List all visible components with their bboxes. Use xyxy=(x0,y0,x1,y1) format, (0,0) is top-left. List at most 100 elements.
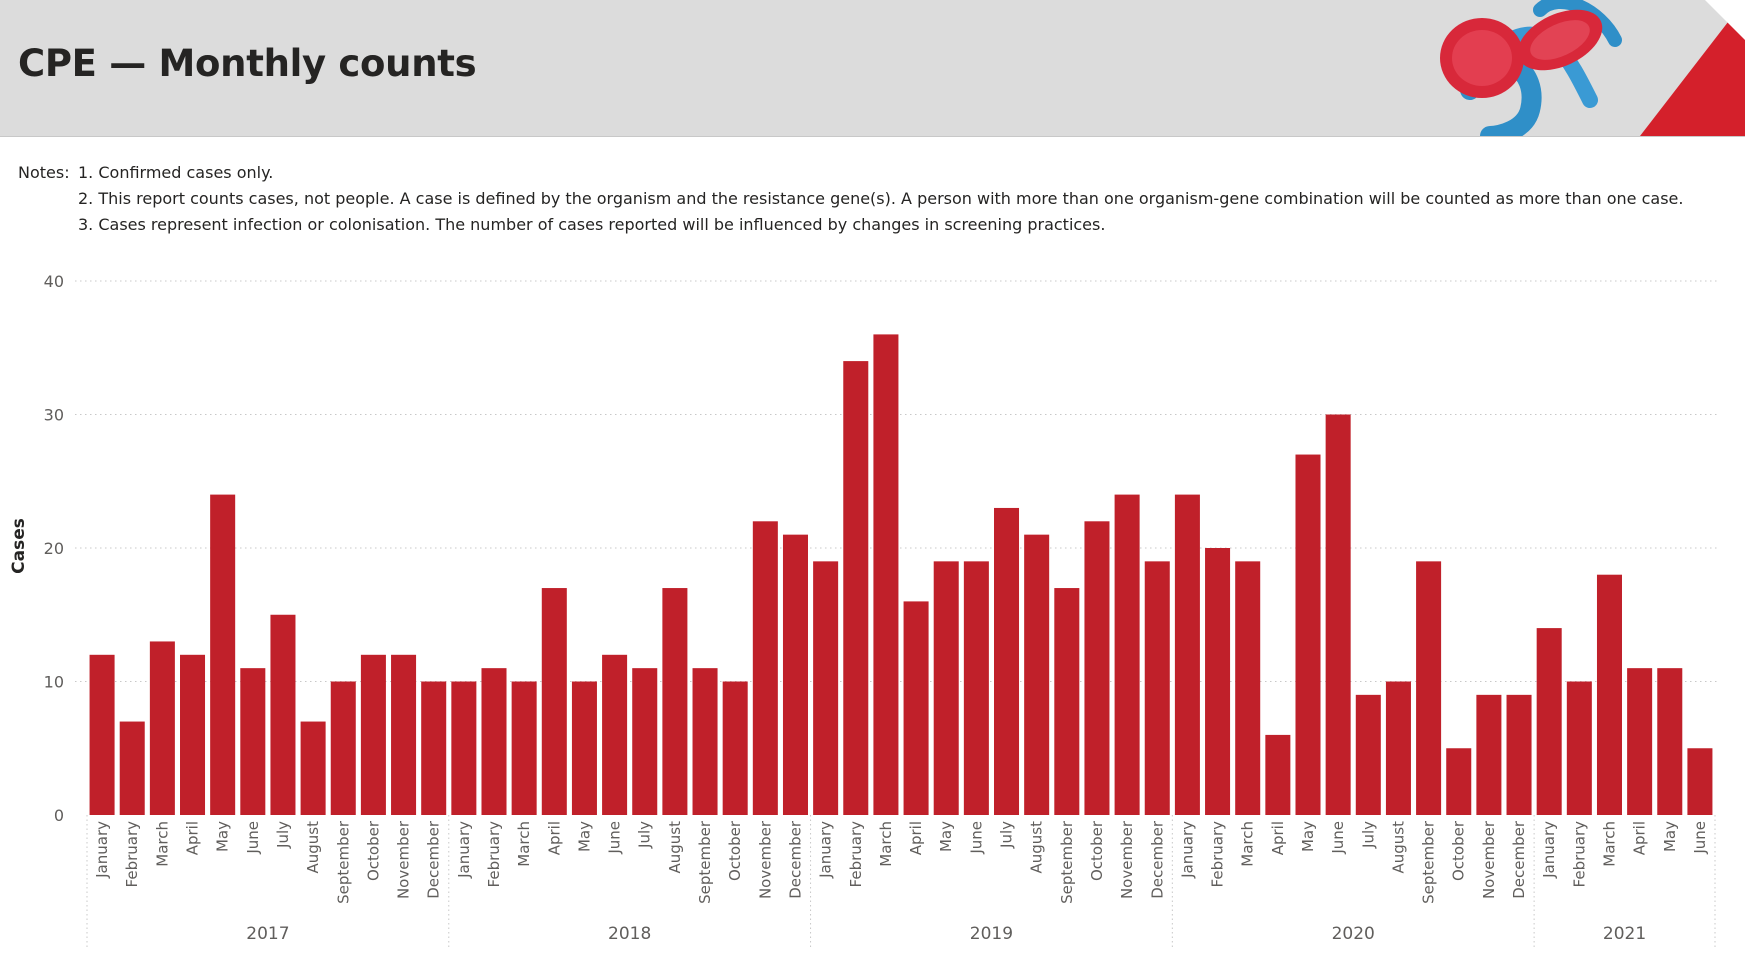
note-item: 2. This report counts cases, not people.… xyxy=(78,189,1684,208)
bar xyxy=(451,681,477,815)
x-tick-label: December xyxy=(1148,820,1166,899)
bar xyxy=(1114,494,1140,815)
x-tick-label: June xyxy=(606,821,624,855)
x-tick-label: June xyxy=(244,821,262,855)
bar xyxy=(722,681,748,815)
x-tick-label: January xyxy=(1540,821,1558,879)
bar xyxy=(1235,561,1261,815)
bar xyxy=(1205,548,1231,815)
monthly-cases-bar-chart: 0 10 20 30 40 January February March April May Jun… xyxy=(44,272,1718,950)
x-tick-label: March xyxy=(877,821,895,867)
x-tick-label: August xyxy=(1028,821,1046,874)
x-tick-label: July xyxy=(998,821,1016,849)
bar xyxy=(300,721,326,815)
bar xyxy=(149,641,175,815)
year-label: 2020 xyxy=(1332,924,1375,944)
bar xyxy=(391,654,417,815)
x-tick-label: May xyxy=(1661,821,1679,852)
bar xyxy=(692,668,718,815)
notes-block: Notes: 1. Confirmed cases only. 2. This … xyxy=(18,160,1683,238)
x-tick-label: May xyxy=(937,821,955,852)
bar xyxy=(119,721,145,815)
notes-label: Notes: xyxy=(18,163,70,182)
bar xyxy=(1024,534,1050,815)
x-tick-label: September xyxy=(334,820,352,904)
bar xyxy=(1295,454,1321,815)
x-tick-label: November xyxy=(1118,820,1136,899)
bar xyxy=(1174,494,1200,815)
x-tick-label: September xyxy=(1058,820,1076,904)
x-tick-label: February xyxy=(1570,821,1588,888)
bar xyxy=(873,334,899,815)
page-title: CPE — Monthly counts xyxy=(18,42,477,85)
bar xyxy=(963,561,989,815)
x-tick-label: July xyxy=(1359,821,1377,849)
x-tick-label: April xyxy=(545,821,563,855)
bar xyxy=(1596,574,1622,815)
x-tick-label: August xyxy=(304,821,322,874)
x-tick-label: October xyxy=(726,820,744,881)
y-tick-label: 10 xyxy=(44,673,64,692)
x-tick-label: June xyxy=(1691,821,1709,855)
x-tick-label: December xyxy=(786,820,804,899)
bar xyxy=(602,654,628,815)
note-item: 3. Cases represent infection or colonisa… xyxy=(78,215,1106,234)
x-tick-label: December xyxy=(425,820,443,899)
x-tick-label: April xyxy=(1269,821,1287,855)
x-tick-label: January xyxy=(93,821,111,879)
bar xyxy=(360,654,386,815)
bar xyxy=(210,494,236,815)
x-tick-label: February xyxy=(123,821,141,888)
bar xyxy=(662,588,688,815)
x-tick-label: December xyxy=(1510,820,1528,899)
bar xyxy=(511,681,537,815)
year-label: 2018 xyxy=(608,924,651,944)
y-tick-label: 20 xyxy=(44,539,64,558)
x-tick-label: February xyxy=(1209,821,1227,888)
bar xyxy=(1687,748,1713,815)
bar xyxy=(1566,681,1592,815)
bar xyxy=(330,681,356,815)
bar xyxy=(1536,628,1562,815)
bar xyxy=(1446,748,1472,815)
report-header: CPE — Monthly counts xyxy=(0,0,1745,137)
x-tick-label: September xyxy=(696,820,714,904)
x-tick-label: January xyxy=(817,821,835,879)
x-tick-label: November xyxy=(1480,820,1498,899)
bar xyxy=(240,668,266,815)
bar xyxy=(1054,588,1080,815)
y-tick-label: 40 xyxy=(44,272,64,291)
bar xyxy=(1476,694,1502,815)
bar xyxy=(1084,521,1110,815)
bar xyxy=(1355,694,1381,815)
x-tick-label: October xyxy=(364,820,382,881)
x-tick-label: July xyxy=(274,821,292,849)
x-tick-label: October xyxy=(1088,820,1106,881)
x-tick-label: November xyxy=(756,820,774,899)
x-tick-label: March xyxy=(1239,821,1257,867)
bar xyxy=(481,668,507,815)
x-tick-label: November xyxy=(395,820,413,899)
bar xyxy=(813,561,839,815)
note-item: 1. Confirmed cases only. xyxy=(78,163,274,182)
bar xyxy=(933,561,959,815)
x-tick-label: March xyxy=(1600,821,1618,867)
bar xyxy=(270,614,296,815)
bar xyxy=(1627,668,1653,815)
bar xyxy=(1385,681,1411,815)
x-tick-label: May xyxy=(1299,821,1317,852)
bar xyxy=(89,654,115,815)
bar xyxy=(1325,414,1351,815)
bar xyxy=(1144,561,1170,815)
bar xyxy=(421,681,447,815)
x-tick-label: April xyxy=(907,821,925,855)
x-tick-label: October xyxy=(1450,820,1468,881)
bar xyxy=(1416,561,1442,815)
bar xyxy=(180,654,206,815)
x-tick-label: May xyxy=(575,821,593,852)
bar xyxy=(571,681,597,815)
bar xyxy=(1657,668,1683,815)
bar xyxy=(843,361,869,815)
year-label: 2019 xyxy=(970,924,1013,944)
x-tick-label: July xyxy=(636,821,654,849)
